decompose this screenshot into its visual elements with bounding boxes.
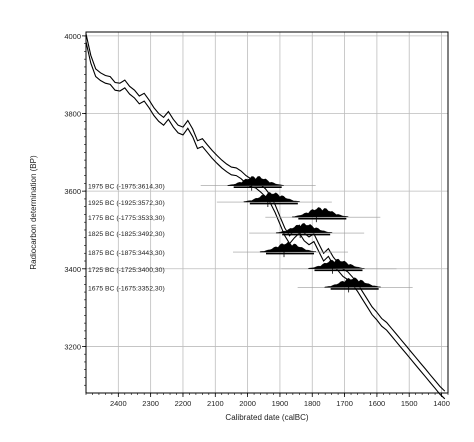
y-tick-label: 4000 xyxy=(64,32,81,41)
y-tick-label: 3200 xyxy=(64,342,81,351)
distribution-layer xyxy=(200,176,413,293)
posterior-distribution xyxy=(259,241,317,253)
x-tick-label: 1900 xyxy=(272,399,289,408)
posterior-distribution xyxy=(227,176,284,186)
simulated-date-label: 1775 BC (-1775:3533,30) xyxy=(88,215,165,222)
x-tick-label: 1400 xyxy=(433,399,450,408)
x-tick-label: 2100 xyxy=(207,399,224,408)
y-tick-label: 3400 xyxy=(64,265,81,274)
simulated-date-label: 1675 BC (-1675:3352,30) xyxy=(88,285,165,292)
simulated-date-label: 1925 BC (-1925:3572,30) xyxy=(88,200,165,207)
x-axis-label: Calibrated date (calBC) xyxy=(225,413,308,422)
label-layer: 1975 BC (-1975:3614,30) 1925 BC (-1925:35… xyxy=(88,184,165,293)
calibration-curve-line-1 xyxy=(85,33,446,392)
x-tick-label: 1700 xyxy=(336,399,353,408)
tick-layer: 2400 2300 2200 2100 2000 1900 1800 1700 1600 1500… xyxy=(64,32,450,408)
simulated-date-label: 1975 BC (-1975:3614,30) xyxy=(88,184,165,191)
posterior-distribution xyxy=(324,277,381,288)
posterior-distribution xyxy=(275,222,333,234)
y-axis-label: Radiocarbon determination (BP) xyxy=(29,155,38,270)
x-tick-label: 2300 xyxy=(142,399,159,408)
simulated-date-label: 1825 BC (-1825:3492,30) xyxy=(88,231,165,238)
x-tick-label: 2400 xyxy=(110,399,127,408)
posterior-distribution xyxy=(243,192,300,203)
x-tick-label: 1800 xyxy=(304,399,321,408)
x-tick-label: 1600 xyxy=(369,399,386,408)
x-tick-label: 2200 xyxy=(175,399,192,408)
simulated-date-label: 1875 BC (-1875:3443,30) xyxy=(88,250,165,257)
x-tick-label: 1500 xyxy=(401,399,418,408)
posterior-distribution xyxy=(292,207,349,218)
y-tick-label: 3800 xyxy=(64,110,81,119)
x-tick-label: 2000 xyxy=(239,399,256,408)
simulated-date-label: 1725 BC (-1725:3400,30) xyxy=(88,267,165,274)
posterior-distribution xyxy=(308,258,365,269)
y-tick-label: 3600 xyxy=(64,187,81,196)
